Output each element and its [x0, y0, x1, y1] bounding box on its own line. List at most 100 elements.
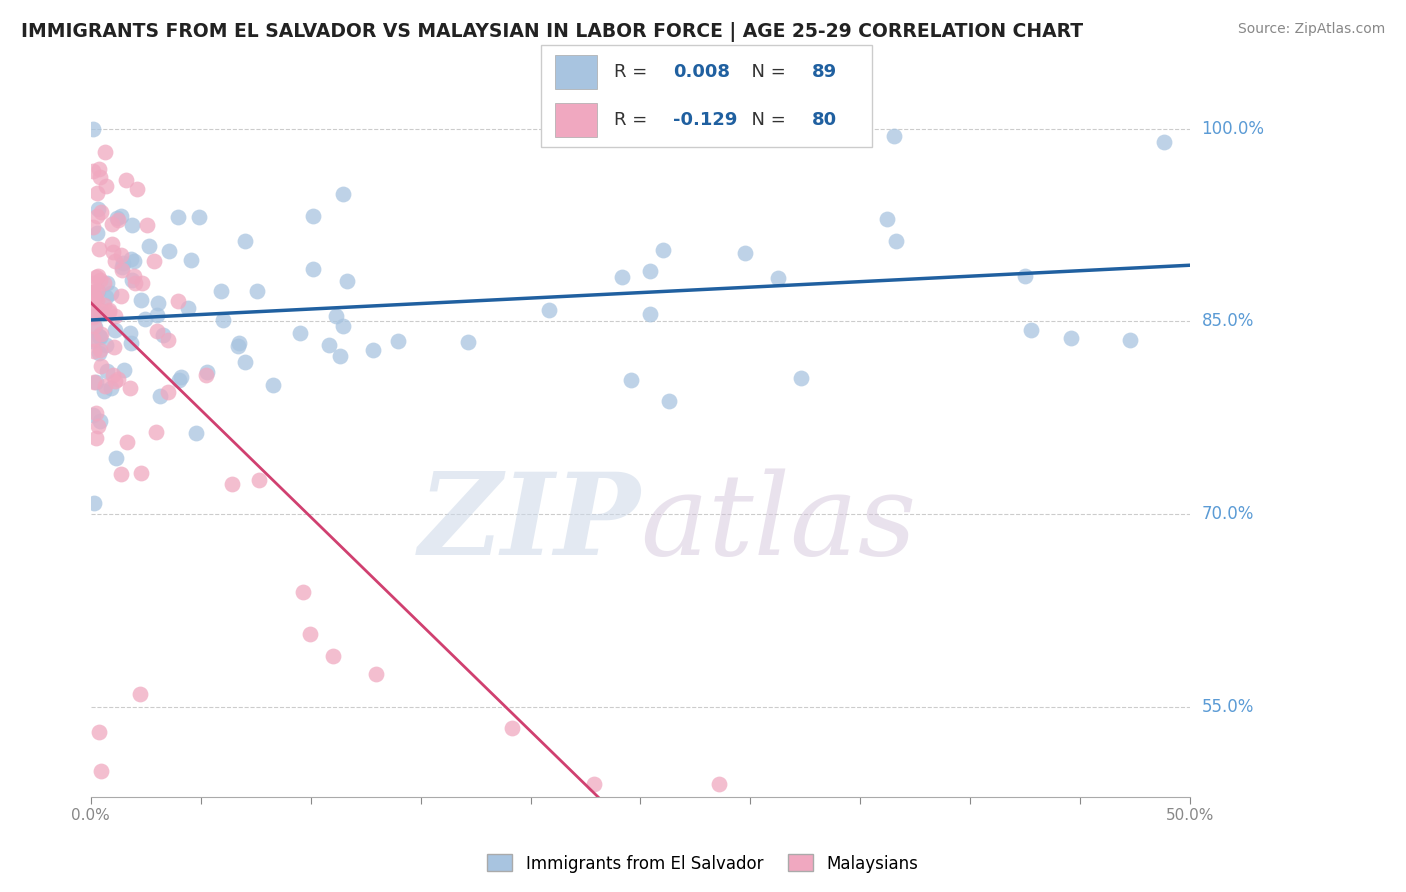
Point [83, 375, 105, 389]
Point [101, 236, 124, 251]
Text: 80: 80 [813, 111, 838, 129]
Point [298, 626, 321, 640]
Point [90, 359, 112, 373]
Point [146, 324, 169, 338]
Point [100, 381, 122, 395]
Point [90, 307, 112, 321]
Point [87, 328, 110, 343]
Point [82, 219, 104, 234]
Point [1060, 331, 1083, 345]
Point [790, 370, 813, 384]
Point [246, 284, 269, 298]
Point [167, 211, 190, 225]
Point [86, 209, 108, 223]
Point [86, 375, 108, 389]
Point [86, 226, 108, 240]
Point [107, 212, 129, 227]
Point [82, 121, 104, 136]
Point [101, 368, 124, 383]
Point [110, 289, 132, 303]
Point [302, 262, 325, 277]
Point [152, 328, 174, 343]
Point [157, 244, 180, 259]
Point [86, 268, 108, 283]
Point [84, 431, 107, 445]
Point [84, 406, 107, 420]
Point [149, 389, 172, 403]
Point [1153, 135, 1175, 149]
Text: 85.0%: 85.0% [1202, 312, 1254, 330]
Point [658, 394, 681, 409]
Text: N =: N = [740, 62, 792, 81]
Point [93, 297, 115, 311]
Point [82, 409, 104, 423]
Point [87, 202, 110, 217]
Point [228, 336, 250, 351]
Point [366, 667, 388, 681]
Point [121, 272, 143, 286]
Point [110, 248, 132, 262]
Point [82, 285, 104, 299]
Point [638, 307, 661, 321]
Point [143, 253, 166, 268]
Text: 100.0%: 100.0% [1202, 120, 1264, 137]
Point [228, 338, 250, 352]
FancyBboxPatch shape [554, 55, 598, 88]
Point [124, 269, 146, 284]
FancyBboxPatch shape [554, 103, 598, 137]
Point [233, 354, 256, 368]
Point [167, 373, 190, 387]
Point [100, 285, 122, 300]
Point [1014, 268, 1036, 283]
Point [186, 426, 208, 441]
Point [145, 425, 167, 439]
Point [538, 302, 561, 317]
Point [195, 365, 218, 379]
Point [104, 323, 127, 337]
Point [157, 384, 180, 399]
Point [156, 333, 179, 347]
Point [86, 293, 108, 307]
Point [93, 145, 115, 159]
Point [336, 274, 359, 288]
Point [89, 346, 111, 360]
FancyBboxPatch shape [541, 45, 872, 147]
Point [111, 260, 134, 275]
Point [86, 270, 108, 285]
Point [90, 327, 112, 342]
Point [94, 378, 117, 392]
Point [97, 303, 120, 318]
Point [134, 312, 156, 326]
Point [121, 218, 143, 232]
Point [82, 310, 104, 325]
Point [83, 343, 105, 358]
Point [82, 164, 104, 178]
Point [111, 263, 134, 277]
Text: 0.008: 0.008 [673, 62, 731, 81]
Point [120, 252, 142, 266]
Point [120, 336, 142, 351]
Point [1019, 322, 1042, 336]
Point [177, 301, 200, 315]
Point [131, 293, 153, 307]
Text: 89: 89 [813, 62, 838, 81]
Point [82, 332, 104, 346]
Point [322, 648, 344, 663]
Text: R =: R = [614, 111, 652, 129]
Point [93, 277, 115, 291]
Point [120, 381, 142, 395]
Point [882, 128, 904, 143]
Point [82, 305, 104, 319]
Point [501, 721, 523, 735]
Point [209, 284, 232, 298]
Point [332, 187, 354, 202]
Point [112, 363, 135, 377]
Point [638, 264, 661, 278]
Point [83, 319, 105, 334]
Point [361, 343, 384, 357]
Point [332, 319, 354, 334]
Text: 70.0%: 70.0% [1202, 505, 1254, 523]
Point [96, 364, 118, 378]
Point [148, 295, 170, 310]
Point [103, 340, 125, 354]
